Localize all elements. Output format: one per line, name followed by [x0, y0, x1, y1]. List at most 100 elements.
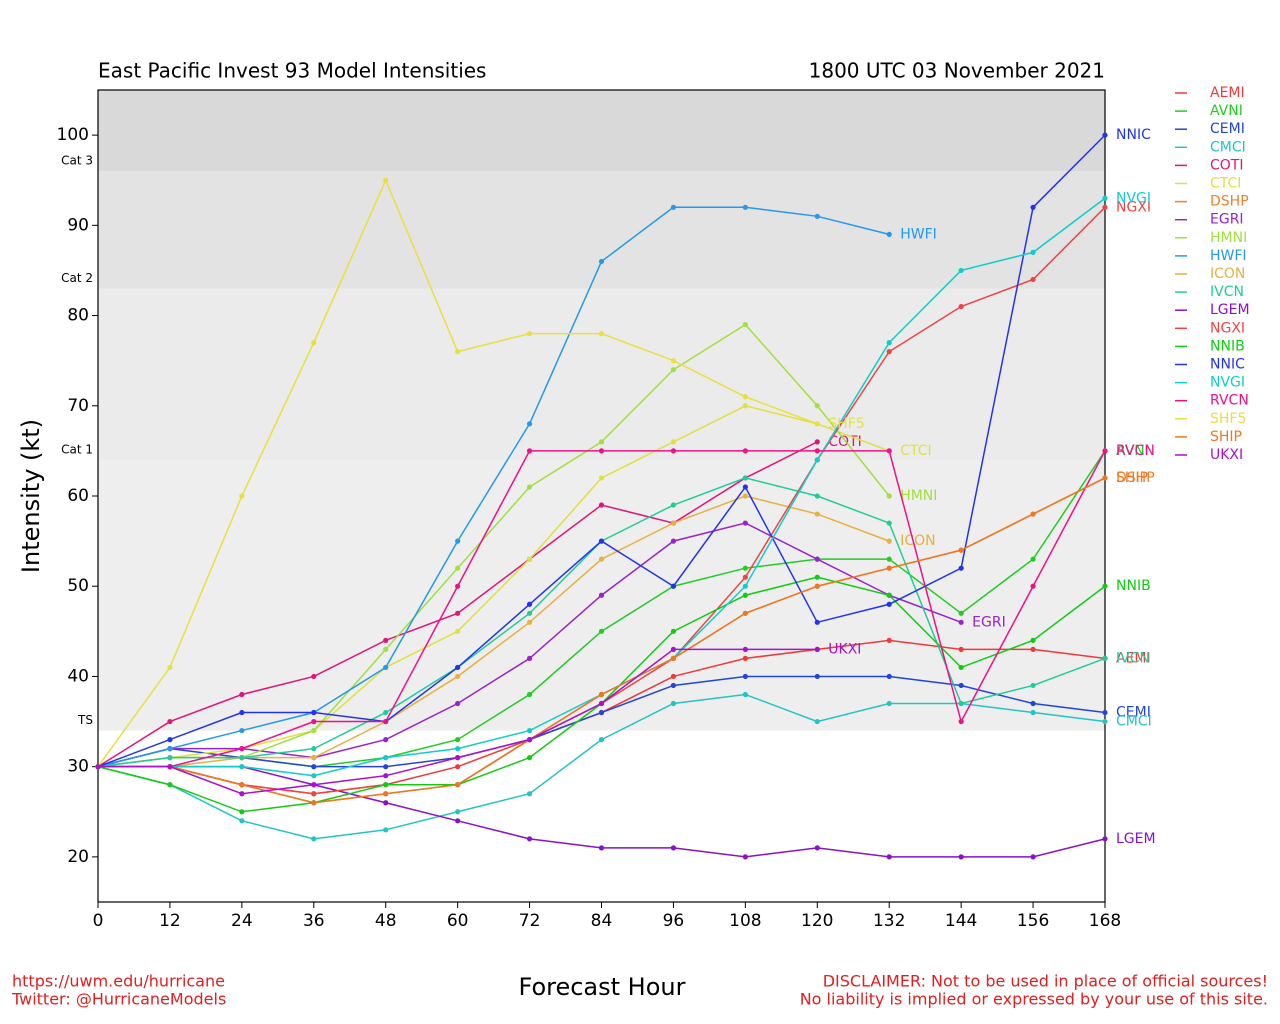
- series-point: [670, 439, 677, 445]
- series-point: [311, 718, 317, 725]
- series-point: [670, 655, 677, 662]
- series-point: [455, 565, 461, 571]
- series-point: [1030, 511, 1036, 517]
- series-point: [814, 619, 820, 625]
- footer-link: https://uwm.edu/hurricane: [12, 972, 225, 991]
- series-point: [383, 782, 389, 788]
- legend-label: EGRI: [1210, 212, 1244, 228]
- series-point: [958, 718, 964, 725]
- series-line: [98, 765, 1106, 858]
- series-point: [958, 547, 964, 553]
- y-tick-label: 100: [57, 125, 89, 145]
- legend-label: IVCN: [1210, 284, 1244, 300]
- series-point: [455, 746, 461, 752]
- series-point: [814, 718, 820, 725]
- series-point: [239, 709, 245, 716]
- series-point: [670, 646, 677, 652]
- legend-label: SHF5: [1210, 411, 1246, 427]
- series-point: [598, 502, 605, 508]
- series-point: [670, 845, 677, 851]
- series-point: [383, 177, 389, 183]
- series-point: [526, 727, 533, 734]
- series-point: [598, 448, 605, 454]
- legend-label: NVGI: [1210, 375, 1245, 391]
- legend-label: HMNI: [1210, 230, 1247, 246]
- series-point: [311, 782, 317, 788]
- series-line: [98, 495, 890, 768]
- series-point: [1030, 583, 1036, 589]
- series-point: [239, 791, 245, 797]
- series-point: [814, 439, 820, 445]
- series-point: [886, 340, 892, 346]
- series-end-label: NVGI: [1116, 190, 1151, 206]
- series-point: [1102, 132, 1108, 138]
- chart-subtitle: 1800 UTC 03 November 2021: [809, 59, 1105, 83]
- series-end-label: CEMI: [1116, 705, 1151, 721]
- series-point: [526, 610, 533, 616]
- series-point: [886, 520, 892, 526]
- legend-label: HWFI: [1210, 248, 1247, 264]
- series-end-label: RVCN: [1116, 443, 1155, 459]
- series-point: [383, 800, 389, 806]
- series-point: [1030, 682, 1036, 689]
- series-point: [455, 583, 461, 589]
- series-point: [814, 511, 820, 517]
- series-end-label: CMCI: [1116, 714, 1152, 730]
- series-point: [814, 213, 820, 219]
- series-point: [383, 637, 389, 643]
- series-point: [383, 718, 389, 725]
- x-tick-label: 96: [663, 911, 685, 931]
- series-point: [598, 592, 605, 598]
- series-point: [311, 340, 317, 346]
- series-point: [383, 827, 389, 833]
- series-point: [383, 737, 389, 743]
- series-point: [1102, 836, 1108, 842]
- band-label: TS: [77, 713, 93, 727]
- series-point: [1030, 637, 1036, 643]
- series-point: [1102, 195, 1108, 201]
- series-point: [670, 448, 677, 454]
- series-point: [383, 764, 389, 770]
- series-point: [958, 700, 964, 707]
- x-tick-label: 36: [303, 911, 325, 931]
- series-point: [455, 755, 461, 761]
- legend-label: DSHP: [1210, 194, 1249, 210]
- series-point: [526, 448, 533, 454]
- series-point: [598, 691, 605, 698]
- series-point: [1102, 583, 1108, 589]
- series-point: [958, 565, 964, 571]
- series-point: [886, 592, 892, 598]
- series-point: [383, 664, 389, 671]
- disclaimer: No liability is implied or expressed by …: [800, 990, 1268, 1009]
- series-point: [526, 421, 533, 427]
- series-point: [239, 809, 245, 815]
- series-point: [670, 700, 677, 707]
- series-point: [455, 538, 461, 544]
- series-point: [958, 610, 964, 616]
- series-point: [742, 673, 748, 680]
- series-line: [97, 206, 890, 768]
- series-end-label: SHIP: [1116, 470, 1148, 486]
- series-point: [742, 610, 748, 616]
- series-point: [670, 204, 677, 210]
- series-point: [742, 448, 748, 454]
- series-point: [670, 682, 677, 689]
- series-point: [598, 628, 605, 634]
- series-point: [598, 439, 605, 445]
- series-point: [958, 303, 964, 310]
- series-point: [311, 727, 317, 734]
- legend-label: UKXI: [1210, 447, 1243, 463]
- series-end-label: AEMI: [1116, 650, 1151, 666]
- series-point: [526, 737, 533, 743]
- series-point: [1030, 646, 1036, 652]
- x-axis-label: Forecast Hour: [519, 973, 686, 1001]
- series-point: [598, 538, 605, 544]
- series-point: [670, 628, 677, 634]
- y-tick-label: 70: [67, 396, 89, 416]
- x-tick-label: 24: [231, 911, 253, 931]
- series-end-label: LGEM: [1116, 831, 1156, 847]
- series-point: [670, 502, 677, 508]
- series-point: [886, 349, 892, 355]
- series-point: [239, 727, 245, 734]
- series-point: [239, 493, 245, 499]
